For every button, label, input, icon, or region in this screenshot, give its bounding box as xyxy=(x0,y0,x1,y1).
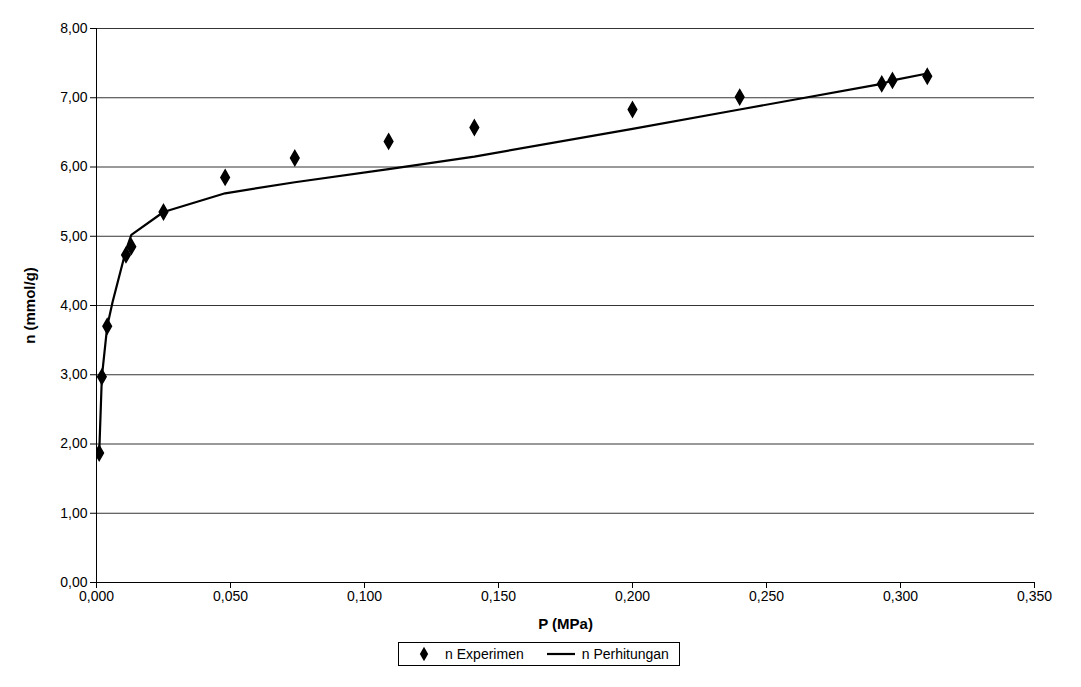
svg-text:4,00: 4,00 xyxy=(60,297,87,313)
html-text:n Experimen: n Experimen xyxy=(445,646,524,662)
svg-text:6,00: 6,00 xyxy=(60,158,87,174)
svg-text:0,100: 0,100 xyxy=(347,588,382,604)
svg-text:7,00: 7,00 xyxy=(60,89,87,105)
html-text:n Perhitungan: n Perhitungan xyxy=(581,646,669,662)
svg-text:0,250: 0,250 xyxy=(749,588,784,604)
svg-text:0,300: 0,300 xyxy=(883,588,918,604)
svg-text:1,00: 1,00 xyxy=(60,505,87,521)
svg-text:8,00: 8,00 xyxy=(60,20,87,36)
svg-text:0,200: 0,200 xyxy=(615,588,650,604)
svg-text:3,00: 3,00 xyxy=(60,366,87,382)
svg-text:0,000: 0,000 xyxy=(79,588,114,604)
svg-text:n (mmol/g): n (mmol/g) xyxy=(21,267,38,344)
svg-text:0,050: 0,050 xyxy=(213,588,248,604)
svg-text:0,00: 0,00 xyxy=(60,574,88,590)
svg-text:P (MPa): P (MPa) xyxy=(538,615,593,632)
svg-text:0,150: 0,150 xyxy=(481,588,516,604)
svg-text:0,350: 0,350 xyxy=(1017,588,1052,604)
svg-text:2,00: 2,00 xyxy=(60,435,87,451)
svg-text:5,00: 5,00 xyxy=(60,228,87,244)
